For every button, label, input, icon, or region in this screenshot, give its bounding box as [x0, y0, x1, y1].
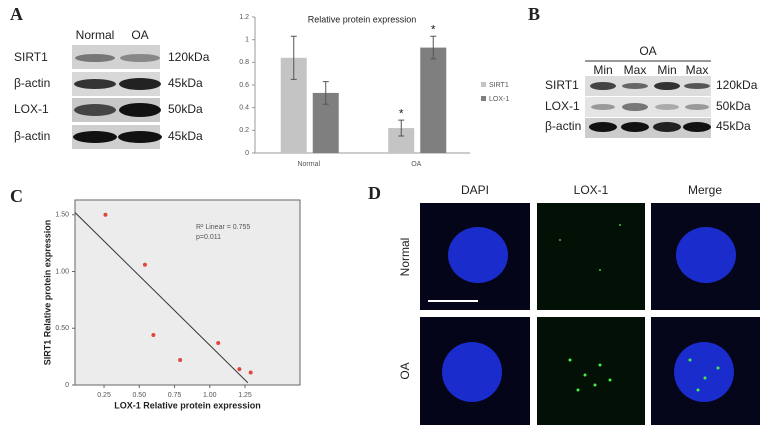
error-bar	[322, 81, 329, 105]
group-label: Normal	[76, 28, 115, 42]
x-tick-label: 0.25	[97, 392, 111, 399]
size-label: 120kDa	[716, 78, 758, 92]
row-label: Normal	[398, 238, 412, 277]
annotation: p=0.011	[196, 234, 221, 241]
protein-label: β-actin	[14, 129, 50, 143]
x-tick-label: 1.25	[238, 392, 252, 399]
column-label: Merge	[688, 183, 722, 197]
y-tick-label: 0.4	[239, 105, 249, 112]
lane-label: Min	[593, 63, 612, 77]
group-label: OA	[639, 44, 656, 58]
legend-label: LOX-1	[489, 96, 509, 103]
y-tick-label: 1.00	[55, 268, 69, 275]
bar	[420, 47, 447, 153]
trend-line	[74, 212, 249, 384]
chart-title: Relative protein expression	[308, 14, 417, 24]
significance-mark: *	[431, 22, 436, 36]
column-label: LOX-1	[574, 183, 609, 197]
y-axis-label: SIRT1 Relative protein expression	[42, 220, 52, 366]
micrographs	[420, 203, 760, 425]
lane-label: Min	[657, 63, 676, 77]
size-label: 45kDa	[168, 76, 203, 90]
y-tick-label: 0	[65, 382, 69, 389]
blot-b	[585, 60, 711, 138]
legend-swatch	[481, 96, 486, 101]
protein-label: β-actin	[545, 119, 581, 133]
protein-label: LOX-1	[545, 99, 580, 113]
size-label: 120kDa	[168, 50, 210, 64]
y-tick-label: 1	[245, 37, 249, 44]
scatter-plot-area	[74, 199, 301, 386]
error-bar	[290, 35, 297, 80]
protein-label: LOX-1	[14, 102, 49, 116]
error-bar	[430, 35, 437, 60]
significance-mark: *	[399, 106, 404, 120]
legend-swatch	[481, 82, 486, 87]
group-label: OA	[131, 28, 148, 42]
point	[216, 341, 221, 346]
size-label: 45kDa	[168, 129, 203, 143]
point	[178, 358, 183, 363]
point	[151, 333, 156, 338]
row-label: OA	[398, 362, 412, 379]
size-label: 50kDa	[716, 99, 751, 113]
panel-label: A	[10, 4, 23, 24]
lane-label: Max	[624, 63, 647, 77]
panel-label: C	[10, 186, 23, 206]
annotation: R² Linear = 0.755	[196, 224, 250, 231]
x-tick-label: 0.75	[168, 392, 182, 399]
x-tick-label: 0.50	[132, 392, 146, 399]
y-tick-label: 0.8	[239, 59, 249, 66]
x-tick-label: Normal	[297, 161, 320, 168]
panel-label: B	[528, 4, 540, 24]
protein-label: β-actin	[14, 76, 50, 90]
lane-label: Max	[686, 63, 709, 77]
column-label: DAPI	[461, 183, 489, 197]
point	[142, 262, 147, 267]
x-tick-label: 1.00	[203, 392, 217, 399]
panel-label: D	[368, 183, 381, 203]
legend-label: SIRT1	[489, 82, 509, 89]
size-label: 50kDa	[168, 102, 203, 116]
error-bar	[398, 119, 405, 137]
point	[237, 367, 242, 372]
y-tick-label: 0.6	[239, 82, 249, 89]
y-tick-label: 0	[245, 150, 249, 157]
point	[248, 370, 253, 375]
y-tick-label: 1.2	[239, 14, 249, 21]
y-tick-label: 0.50	[55, 325, 69, 332]
x-axis-label: LOX-1 Relative protein expression	[114, 400, 261, 410]
x-tick-label: OA	[411, 161, 421, 168]
y-tick-label: 0.2	[239, 127, 249, 134]
protein-label: SIRT1	[545, 78, 579, 92]
blot-a	[72, 45, 162, 149]
y-tick-label: 1.50	[55, 212, 69, 219]
size-label: 45kDa	[716, 119, 751, 133]
protein-label: SIRT1	[14, 50, 48, 64]
point	[103, 212, 108, 217]
